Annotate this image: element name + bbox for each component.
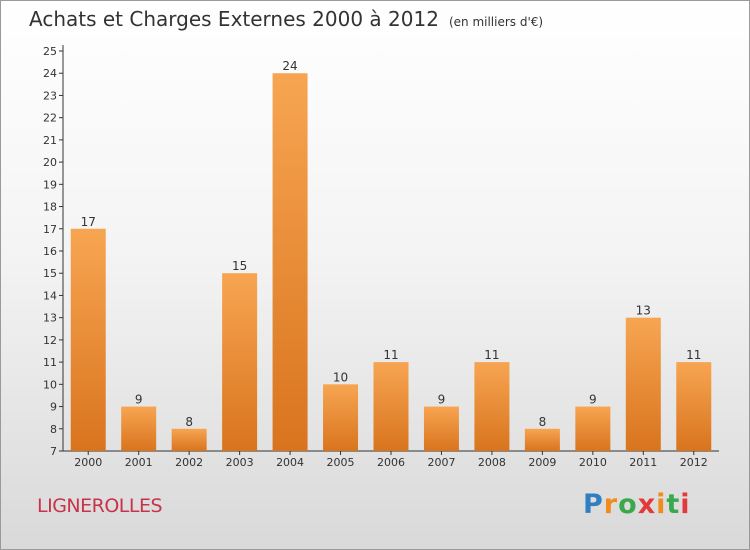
y-tick-label: 7 bbox=[50, 445, 57, 458]
logo-letter: r bbox=[603, 489, 619, 520]
bar bbox=[222, 273, 258, 451]
axes: 7 8 9 10 11 12 13 14 15 16 17 18 19 20 21 22 23 24 25 2000 2… bbox=[43, 45, 719, 469]
logo-letter: t bbox=[666, 489, 681, 520]
x-tick-label: 2003 bbox=[226, 456, 254, 469]
bar bbox=[423, 406, 459, 451]
y-tick-label: 17 bbox=[43, 223, 57, 236]
chart-title-text: Achats et Charges Externes 2000 à 2012 bbox=[29, 7, 439, 31]
bar bbox=[121, 406, 157, 451]
proxiti-logo: Proxiti bbox=[583, 489, 691, 520]
bar bbox=[70, 228, 106, 451]
x-tick-label: 2000 bbox=[74, 456, 102, 469]
bar bbox=[676, 362, 712, 451]
y-tick-label: 8 bbox=[50, 423, 57, 436]
bar-value-label: 11 bbox=[484, 348, 499, 362]
y-tick-label: 15 bbox=[43, 267, 57, 280]
bar bbox=[625, 317, 661, 451]
x-tick-label: 2008 bbox=[478, 456, 506, 469]
y-tick-label: 18 bbox=[43, 201, 57, 214]
bar-value-label: 8 bbox=[185, 415, 193, 429]
logo-letter: i bbox=[656, 489, 667, 520]
bar-value-label: 9 bbox=[135, 393, 143, 407]
logo-letter: o bbox=[618, 489, 638, 520]
x-tick-label: 2012 bbox=[680, 456, 708, 469]
logo-letter: x bbox=[637, 489, 657, 520]
y-tick-label: 12 bbox=[43, 334, 57, 347]
x-tick-label: 2005 bbox=[327, 456, 355, 469]
x-tick-label: 2006 bbox=[377, 456, 405, 469]
bar bbox=[524, 428, 560, 451]
x-tick-label: 2001 bbox=[125, 456, 153, 469]
chart-unit: (en milliers d'€) bbox=[448, 15, 544, 29]
commune-name: LIGNEROLLES bbox=[37, 495, 163, 517]
x-tick-label: 2007 bbox=[427, 456, 455, 469]
y-tick-label: 21 bbox=[43, 134, 57, 147]
bar bbox=[474, 362, 510, 451]
y-tick-label: 25 bbox=[43, 45, 57, 58]
logo-letter: i bbox=[680, 489, 691, 520]
logo-letter: P bbox=[583, 489, 604, 520]
y-tick-label: 22 bbox=[43, 112, 57, 125]
bar bbox=[171, 428, 207, 451]
y-tick-label: 11 bbox=[43, 356, 57, 369]
bar-value-label: 9 bbox=[438, 393, 446, 407]
y-tick-label: 14 bbox=[43, 289, 57, 302]
bar-value-label: 10 bbox=[333, 370, 348, 384]
bar-value-label: 13 bbox=[636, 304, 651, 318]
bar bbox=[272, 73, 308, 451]
bars bbox=[70, 73, 712, 451]
chart-title: Achats et Charges Externes 2000 à 2012 (e… bbox=[29, 7, 543, 31]
bar-value-label: 17 bbox=[81, 215, 96, 229]
data-labels: 17 9 8 15 24 10 11 9 11 8 9 13 11 bbox=[81, 59, 702, 429]
y-tick-label: 20 bbox=[43, 156, 57, 169]
x-tick-label: 2011 bbox=[629, 456, 657, 469]
y-tick-label: 23 bbox=[43, 89, 57, 102]
x-tick-label: 2010 bbox=[579, 456, 607, 469]
x-tick-label: 2004 bbox=[276, 456, 304, 469]
bar-value-label: 15 bbox=[232, 259, 247, 273]
y-tick-label: 16 bbox=[43, 245, 57, 258]
y-tick-label: 10 bbox=[43, 378, 57, 391]
bar bbox=[323, 384, 359, 451]
bar bbox=[575, 406, 611, 451]
bar-value-label: 24 bbox=[282, 59, 297, 73]
bar-value-label: 11 bbox=[686, 348, 701, 362]
y-tick-label: 13 bbox=[43, 312, 57, 325]
bar bbox=[373, 362, 409, 451]
x-tick-label: 2002 bbox=[175, 456, 203, 469]
bar-value-label: 8 bbox=[539, 415, 547, 429]
x-tick-label: 2009 bbox=[528, 456, 556, 469]
y-tick-label: 9 bbox=[50, 401, 57, 414]
bar-value-label: 9 bbox=[589, 393, 597, 407]
y-tick-label: 19 bbox=[43, 178, 57, 191]
bar-value-label: 11 bbox=[383, 348, 398, 362]
y-tick-label: 24 bbox=[43, 67, 57, 80]
